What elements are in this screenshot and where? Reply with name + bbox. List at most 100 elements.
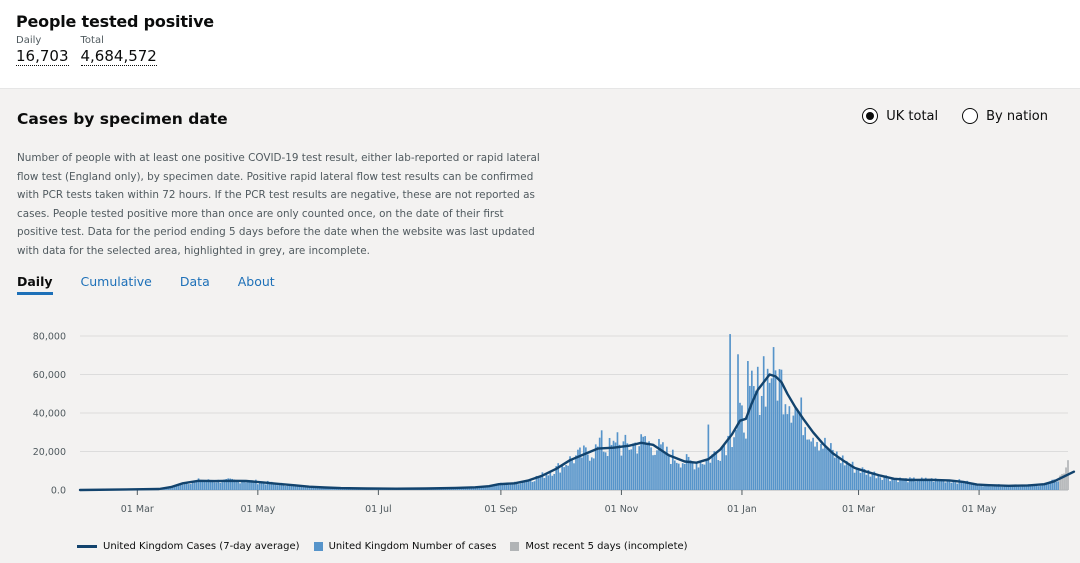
- legend-incomplete-swatch: [510, 542, 519, 551]
- x-tick-label: 01 Nov: [605, 504, 639, 515]
- daily-cases-bar: [751, 371, 753, 490]
- x-tick-label: 01 May: [240, 504, 275, 515]
- headline-card: People tested positive Daily 16,703 Tota…: [16, 12, 214, 66]
- daily-cases-bar: [304, 487, 306, 490]
- radio-nation-label: By nation: [986, 109, 1048, 124]
- daily-cases-bar: [573, 463, 575, 490]
- daily-cases-bar: [544, 478, 546, 490]
- daily-cases-bar: [520, 484, 522, 490]
- daily-cases-bar: [881, 480, 883, 490]
- daily-cases-bar: [607, 456, 609, 490]
- total-stat: Total 4,684,572: [81, 35, 157, 66]
- daily-cases-bar: [1020, 487, 1022, 490]
- daily-cases-bar: [840, 463, 842, 490]
- daily-cases-bar: [1000, 487, 1002, 490]
- daily-cases-bar: [634, 443, 636, 490]
- daily-cases-bar: [650, 447, 652, 490]
- daily-cases-bar: [628, 450, 630, 490]
- daily-cases-bar: [860, 473, 862, 490]
- y-tick-label: 40,000: [33, 409, 66, 420]
- daily-cases-bar: [769, 383, 771, 490]
- daily-cases-bar: [587, 455, 589, 490]
- legend-item-average: United Kingdom Cases (7-day average): [77, 541, 300, 552]
- daily-cases-bar: [1041, 485, 1043, 490]
- daily-cases-bar: [615, 442, 617, 490]
- daily-label: Daily: [16, 35, 69, 46]
- daily-cases-bar: [759, 415, 761, 490]
- daily-cases-bar: [992, 487, 994, 490]
- daily-cases-bar: [735, 430, 737, 490]
- daily-cases-bar: [263, 483, 265, 490]
- daily-cases-bar: [793, 416, 795, 490]
- daily-cases-bar: [694, 469, 696, 490]
- daily-cases-bar: [854, 473, 856, 490]
- x-tick-label: 01 Sep: [484, 504, 517, 515]
- daily-cases-bar: [551, 476, 553, 490]
- daily-cases-bar: [757, 367, 759, 490]
- daily-cases-bar: [668, 456, 670, 490]
- daily-cases-bar: [243, 482, 245, 490]
- daily-cases-bar: [994, 486, 996, 490]
- daily-cases-bar: [603, 452, 605, 490]
- daily-cases-bar: [828, 449, 830, 490]
- tab-about[interactable]: About: [238, 274, 275, 295]
- area-radio-group: UK total By nation: [862, 108, 1048, 124]
- daily-cases-bar: [794, 407, 796, 490]
- radio-unselected-icon[interactable]: [962, 108, 978, 124]
- daily-cases-bar: [605, 452, 607, 490]
- daily-cases-bar: [889, 481, 891, 490]
- daily-cases-bar: [601, 430, 603, 490]
- daily-cases-bar: [656, 450, 658, 490]
- daily-cases-bar: [623, 441, 625, 490]
- daily-cases-bar: [239, 483, 241, 490]
- daily-cases-bar: [287, 486, 289, 490]
- daily-cases-bar: [619, 445, 621, 490]
- daily-cases-bar: [524, 482, 526, 490]
- daily-cases-bar: [800, 397, 802, 490]
- daily-cases-bar: [858, 470, 860, 490]
- daily-cases-bar: [743, 433, 745, 490]
- daily-cases-bar: [700, 462, 702, 490]
- daily-cases-bar: [642, 437, 644, 490]
- daily-cases-bar: [508, 485, 510, 490]
- daily-cases-bar: [891, 478, 893, 490]
- x-tick-label: 01 Mar: [842, 504, 875, 515]
- daily-cases-bar: [549, 473, 551, 490]
- daily-cases-bar: [806, 440, 808, 490]
- daily-cases-bar: [818, 451, 820, 490]
- tab-cumulative[interactable]: Cumulative: [81, 274, 152, 295]
- daily-cases-bar: [893, 479, 895, 490]
- radio-selected-icon[interactable]: [862, 108, 878, 124]
- daily-cases-bar: [804, 427, 806, 490]
- x-tick-label: 01 Jan: [727, 504, 757, 515]
- daily-cases-bar: [674, 460, 676, 490]
- daily-cases-bar: [540, 476, 542, 490]
- tab-daily[interactable]: Daily: [17, 274, 53, 295]
- daily-cases-bar: [812, 438, 814, 490]
- daily-cases-bar: [980, 486, 982, 490]
- tab-data[interactable]: Data: [180, 274, 210, 295]
- daily-cases-bar: [567, 466, 569, 490]
- daily-cases-bar: [787, 414, 789, 490]
- radio-uk-total[interactable]: UK total: [862, 108, 938, 124]
- daily-cases-bar: [593, 458, 595, 490]
- total-value[interactable]: 4,684,572: [81, 47, 157, 66]
- daily-cases-bar: [822, 449, 824, 490]
- daily-cases-bar: [741, 405, 743, 490]
- radio-by-nation[interactable]: By nation: [962, 108, 1048, 124]
- daily-cases-bar: [648, 441, 650, 490]
- daily-cases-bar: [565, 465, 567, 490]
- daily-cases-bar: [212, 481, 214, 490]
- daily-cases-bar: [690, 460, 692, 490]
- daily-cases-bar: [870, 477, 872, 490]
- daily-cases-bar: [257, 484, 259, 490]
- daily-cases-bar: [192, 482, 194, 490]
- legend-label-cases: United Kingdom Number of cases: [329, 541, 497, 552]
- daily-cases-bar: [561, 465, 563, 490]
- daily-cases-bar: [652, 455, 654, 490]
- daily-cases-bar: [184, 484, 186, 490]
- daily-cases-bar: [625, 435, 627, 490]
- daily-cases-bar: [706, 459, 708, 490]
- daily-value[interactable]: 16,703: [16, 47, 69, 66]
- daily-cases-bar: [875, 478, 877, 490]
